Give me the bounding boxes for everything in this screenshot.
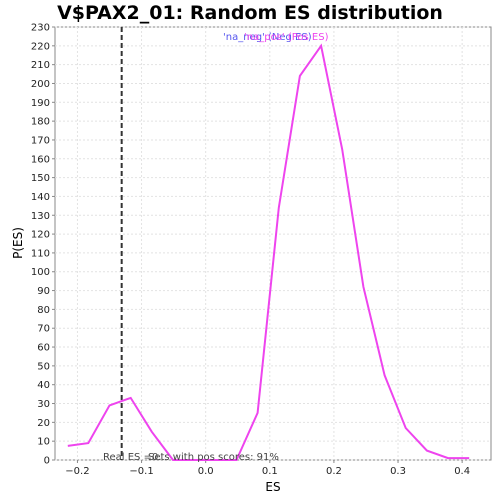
x-axis-label: ES <box>265 480 280 494</box>
chart-title: V$PAX2_01: Random ES distribution <box>57 2 443 24</box>
y-tick-label: 80 <box>37 305 50 316</box>
y-tick-label: 160 <box>31 154 50 165</box>
y-axis-label: P(ES) <box>11 227 25 259</box>
y-tick-label: 0 <box>44 456 50 467</box>
y-tick-label: 200 <box>31 79 50 90</box>
y-tick-label: 210 <box>31 60 50 71</box>
y-tick-label: 220 <box>31 41 50 52</box>
y-tick-label: 60 <box>37 343 50 354</box>
y-tick-label: 20 <box>37 418 50 429</box>
y-tick-label: 120 <box>31 230 50 241</box>
y-tick-label: 230 <box>31 23 50 34</box>
y-tick-label: 70 <box>37 324 50 335</box>
y-tick-label: 150 <box>31 173 50 184</box>
y-tick-label: 180 <box>31 117 50 128</box>
x-tick-label: 0.0 <box>198 466 214 477</box>
y-tick-label: 50 <box>37 361 50 372</box>
legend-entry-pos: 'na_pos' (Pos ES) <box>244 32 329 43</box>
y-tick-label: 10 <box>37 437 50 448</box>
x-tick-label: −0.2 <box>65 466 89 477</box>
y-tick-label: 140 <box>31 192 50 203</box>
y-tick-label: 190 <box>31 98 50 109</box>
x-tick-label: 0.2 <box>326 466 342 477</box>
plot-area <box>55 27 491 460</box>
x-tick-label: 0.1 <box>262 466 278 477</box>
pos-scores-annotation: Sets with pos scores: 91% <box>148 452 279 463</box>
y-tick-label: 110 <box>31 248 50 259</box>
y-tick-label: 40 <box>37 380 50 391</box>
x-tick-label: 0.3 <box>390 466 406 477</box>
y-tick-label: 170 <box>31 135 50 146</box>
y-tick-label: 130 <box>31 211 50 222</box>
y-tick-label: 90 <box>37 286 50 297</box>
x-tick-label: −0.1 <box>129 466 153 477</box>
x-tick-label: 0.4 <box>454 466 470 477</box>
y-tick-label: 30 <box>37 399 50 410</box>
y-axis: 0 10 20 30 40 50 60 70 80 90 100 110 120 130 140 150 160… <box>31 23 55 467</box>
y-tick-label: 100 <box>31 267 50 278</box>
